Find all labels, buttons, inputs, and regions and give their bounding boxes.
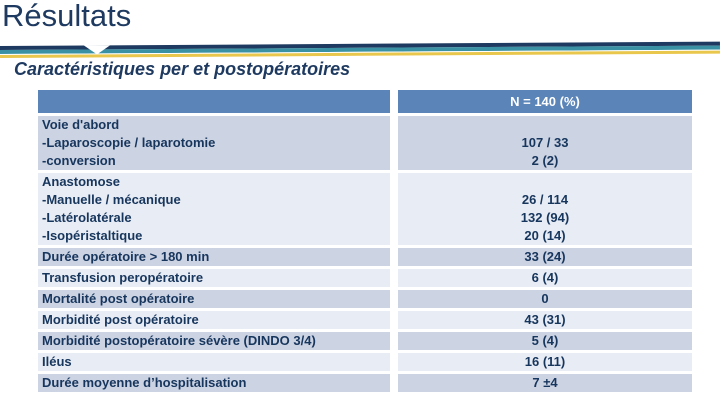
section-subtitle: Caractéristiques per et postopératoires xyxy=(14,59,351,79)
table-row: Transfusion peropératoire 6 (4) xyxy=(38,269,692,287)
table-row: Morbidité postopératoire sévère (DINDO 3… xyxy=(38,332,692,350)
row-value-line: 33 (24) xyxy=(524,249,566,264)
table-row: Mortalité post opératoire 0 xyxy=(38,290,692,308)
table-row: Voie d'abord -Laparoscopie / laparotomie -… xyxy=(38,116,692,170)
row-value-cell: 16 (11) xyxy=(398,353,692,371)
row-value-cell: 6 (4) xyxy=(398,269,692,287)
row-label-line: Transfusion peropératoire xyxy=(42,270,204,285)
table-row: Durée moyenne d’hospitalisation 7 ±4 xyxy=(38,374,692,392)
row-label-line: -Isopéristaltique xyxy=(42,228,143,243)
row-value-cell: 43 (31) xyxy=(398,311,692,329)
table-row: Iléus 16 (11) xyxy=(38,353,692,371)
row-label-cell: Anastomose -Manuelle / mécanique -Latérola… xyxy=(38,173,390,245)
row-value-line: 43 (31) xyxy=(524,312,566,327)
row-label-cell: Durée moyenne d’hospitalisation xyxy=(38,374,390,392)
row-label-cell: Voie d'abord -Laparoscopie / laparotomie -… xyxy=(38,116,390,170)
table-row: Morbidité post opératoire 43 (31) xyxy=(38,311,692,329)
row-label-line: Mortalité post opératoire xyxy=(42,291,195,306)
row-value-line: 107 / 33 xyxy=(521,135,569,150)
row-value-line: 5 (4) xyxy=(531,333,559,348)
row-value-cell: 33 (24) xyxy=(398,248,692,266)
row-label-line: -conversion xyxy=(42,153,116,168)
row-value-line: 7 ±4 xyxy=(532,375,558,390)
table-row: Anastomose -Manuelle / mécanique -Latérola… xyxy=(38,173,692,245)
table-body: Voie d'abord -Laparoscopie / laparotomie -… xyxy=(38,116,692,392)
row-value-cell: 7 ±4 xyxy=(398,374,692,392)
row-value-cell: 107 / 33 2 (2) xyxy=(398,116,692,170)
row-label-line: -Manuelle / mécanique xyxy=(42,192,181,207)
row-label-line: Iléus xyxy=(42,354,72,369)
row-label-line: Morbidité postopératoire sévère (DINDO 3… xyxy=(42,333,316,348)
row-value-line: 16 (11) xyxy=(524,354,566,369)
row-value-cell: 5 (4) xyxy=(398,332,692,350)
table-header-row: N = 140 (%) xyxy=(38,90,692,113)
row-value-line: 26 / 114 xyxy=(521,192,569,207)
row-label-line: Morbidité post opératoire xyxy=(42,312,199,327)
row-value-line: 132 (94) xyxy=(520,210,570,225)
row-label-cell: Morbidité post opératoire xyxy=(38,311,390,329)
title-divider xyxy=(0,41,720,60)
row-value-cell: 26 / 114 132 (94) 20 (14) xyxy=(398,173,692,245)
table-header-label-cell xyxy=(38,90,390,113)
row-value-line: 6 (4) xyxy=(531,270,559,285)
row-value-line: 2 (2) xyxy=(531,153,559,168)
row-label-cell: Mortalité post opératoire xyxy=(38,290,390,308)
table-row: Durée opératoire > 180 min 33 (24) xyxy=(38,248,692,266)
row-label-line: Durée moyenne d’hospitalisation xyxy=(42,375,247,390)
results-table: N = 140 (%) Voie d'abord -Laparoscopie / … xyxy=(38,90,692,395)
page-title: Résultats xyxy=(2,0,132,33)
row-label-cell: Durée opératoire > 180 min xyxy=(38,248,390,266)
row-label-line: Voie d'abord xyxy=(42,117,120,132)
row-label-line: Durée opératoire > 180 min xyxy=(42,249,210,264)
row-label-cell: Iléus xyxy=(38,353,390,371)
row-label-cell: Morbidité postopératoire sévère (DINDO 3… xyxy=(38,332,390,350)
divider-notch-triangle xyxy=(83,45,111,55)
row-label-line: Anastomose xyxy=(42,174,121,189)
row-value-cell: 0 xyxy=(398,290,692,308)
row-label-line: -Latérolatérale xyxy=(42,210,132,225)
table-header-value-cell: N = 140 (%) xyxy=(398,90,692,113)
row-label-cell: Transfusion peropératoire xyxy=(38,269,390,287)
row-value-line xyxy=(398,173,692,191)
row-label-line: -Laparoscopie / laparotomie xyxy=(42,135,216,150)
row-value-line: 0 xyxy=(541,291,549,306)
row-value-line xyxy=(398,116,692,134)
row-value-line: 20 (14) xyxy=(524,228,566,243)
